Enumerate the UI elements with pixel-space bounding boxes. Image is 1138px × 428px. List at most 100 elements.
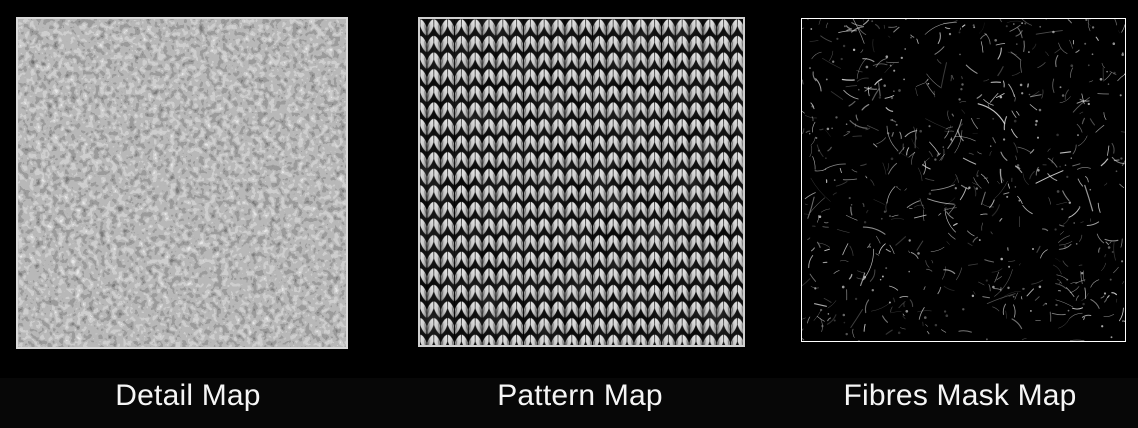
fibre-strand: [807, 196, 815, 219]
fibre-speck: [949, 138, 953, 141]
fibre-strand: [875, 57, 888, 68]
fibre-strand: [900, 327, 906, 330]
fibre-strand: [886, 186, 896, 204]
fibre-speck: [1087, 102, 1090, 106]
fibre-speck: [927, 82, 930, 85]
fibre-strand: [890, 119, 897, 123]
fibre-strand: [930, 184, 955, 191]
fibre-speck: [814, 287, 817, 290]
fibre-strand: [809, 273, 817, 282]
fibre-strand: [1062, 260, 1069, 267]
fibre-strand: [916, 240, 924, 251]
fibre-strand: [869, 269, 876, 282]
fibre-strand: [992, 137, 996, 144]
fibre-strand: [906, 200, 920, 208]
fibre-strand: [967, 230, 975, 237]
fibre-speck: [810, 28, 813, 30]
fibre-speck: [865, 65, 869, 69]
fibre-strand: [1014, 292, 1019, 300]
fibre-strand: [973, 291, 976, 295]
fibre-strand: [1075, 49, 1080, 53]
pattern-map-image: [418, 17, 745, 347]
fibre-strand: [1067, 19, 1072, 24]
fibre-strand: [1026, 288, 1034, 297]
fibre-strand: [1077, 167, 1091, 170]
fibre-strand: [1017, 195, 1023, 205]
fibre-strand: [802, 317, 806, 320]
fibre-strand: [808, 254, 814, 269]
fibre-strand: [898, 146, 905, 155]
fibre-strand: [886, 163, 890, 171]
fibre-speck: [1120, 157, 1123, 160]
fibre-strand: [1029, 170, 1035, 180]
fibre-speck: [1112, 42, 1116, 45]
fibre-strand: [1121, 159, 1125, 166]
fibre-speck: [1087, 64, 1090, 67]
fibre-speck: [836, 37, 839, 40]
fibre-speck: [1066, 175, 1069, 179]
fibre-strand: [910, 34, 915, 38]
fibre-speck: [827, 313, 830, 315]
fibre-strand: [851, 22, 863, 27]
fibre-speck: [897, 331, 901, 335]
fibre-strand: [1118, 307, 1124, 322]
fibre-strand: [1120, 131, 1125, 133]
fibre-speck: [1119, 94, 1122, 97]
fibre-speck: [910, 36, 912, 39]
fibre-strand: [962, 157, 977, 165]
fibre-strand: [1051, 157, 1054, 164]
fibre-strand: [881, 315, 889, 323]
fibre-strand: [918, 167, 923, 181]
fibre-strand: [1007, 183, 1010, 189]
fibre-strand: [915, 87, 918, 96]
fibre-strand: [1055, 258, 1061, 262]
fibre-speck: [960, 88, 963, 91]
fibre-strand: [958, 330, 972, 333]
fibre-strand: [936, 59, 942, 64]
fibre-strand: [1088, 80, 1094, 83]
fibre-strand: [1097, 202, 1101, 213]
fibre-speck: [890, 96, 894, 100]
fibre-strand: [1077, 178, 1084, 187]
fibre-strand: [1006, 20, 1022, 23]
fibre-strand: [1084, 287, 1087, 299]
fibre-strand: [1055, 299, 1074, 308]
fibre-strand: [865, 127, 871, 131]
fibre-speck: [883, 84, 886, 87]
fibre-strand: [948, 204, 956, 214]
fibre-strand: [1022, 173, 1029, 185]
fibre-speck: [895, 123, 898, 126]
fibre-speck: [831, 127, 833, 130]
fibre-strand: [1085, 175, 1089, 183]
fibre-strand: [814, 168, 827, 172]
fibre-strand: [816, 316, 825, 322]
fibre-strand: [944, 130, 950, 139]
fibre-strand: [1034, 296, 1040, 301]
fibre-speck: [945, 314, 949, 318]
fibre-speck: [888, 301, 891, 304]
fibre-strand: [810, 102, 815, 110]
fibre-strand: [923, 286, 926, 291]
fibre-strand: [885, 107, 894, 112]
fibre-strand: [928, 150, 933, 157]
fibre-strand: [856, 277, 866, 280]
fibre-strand: [1100, 158, 1109, 167]
fibre-strand: [942, 266, 946, 280]
fibre-strand: [845, 25, 853, 30]
fibre-strand: [1081, 314, 1092, 318]
fibre-strand: [1089, 118, 1096, 126]
fibre-speck: [1103, 292, 1107, 295]
fibre-strand: [1059, 241, 1073, 246]
fibre-strand: [1103, 112, 1107, 120]
fibre-speck: [887, 132, 890, 135]
fibre-strand: [889, 244, 895, 255]
fibre-speck: [936, 153, 940, 156]
fibre-speck: [815, 137, 818, 139]
fibre-strand: [996, 180, 1000, 185]
fibre-speck: [975, 187, 979, 190]
fibre-strand: [925, 118, 954, 132]
fibre-speck: [878, 96, 882, 99]
fibre-strand: [804, 192, 816, 200]
fibre-strand: [805, 130, 811, 133]
fibre-speck: [1070, 64, 1074, 68]
